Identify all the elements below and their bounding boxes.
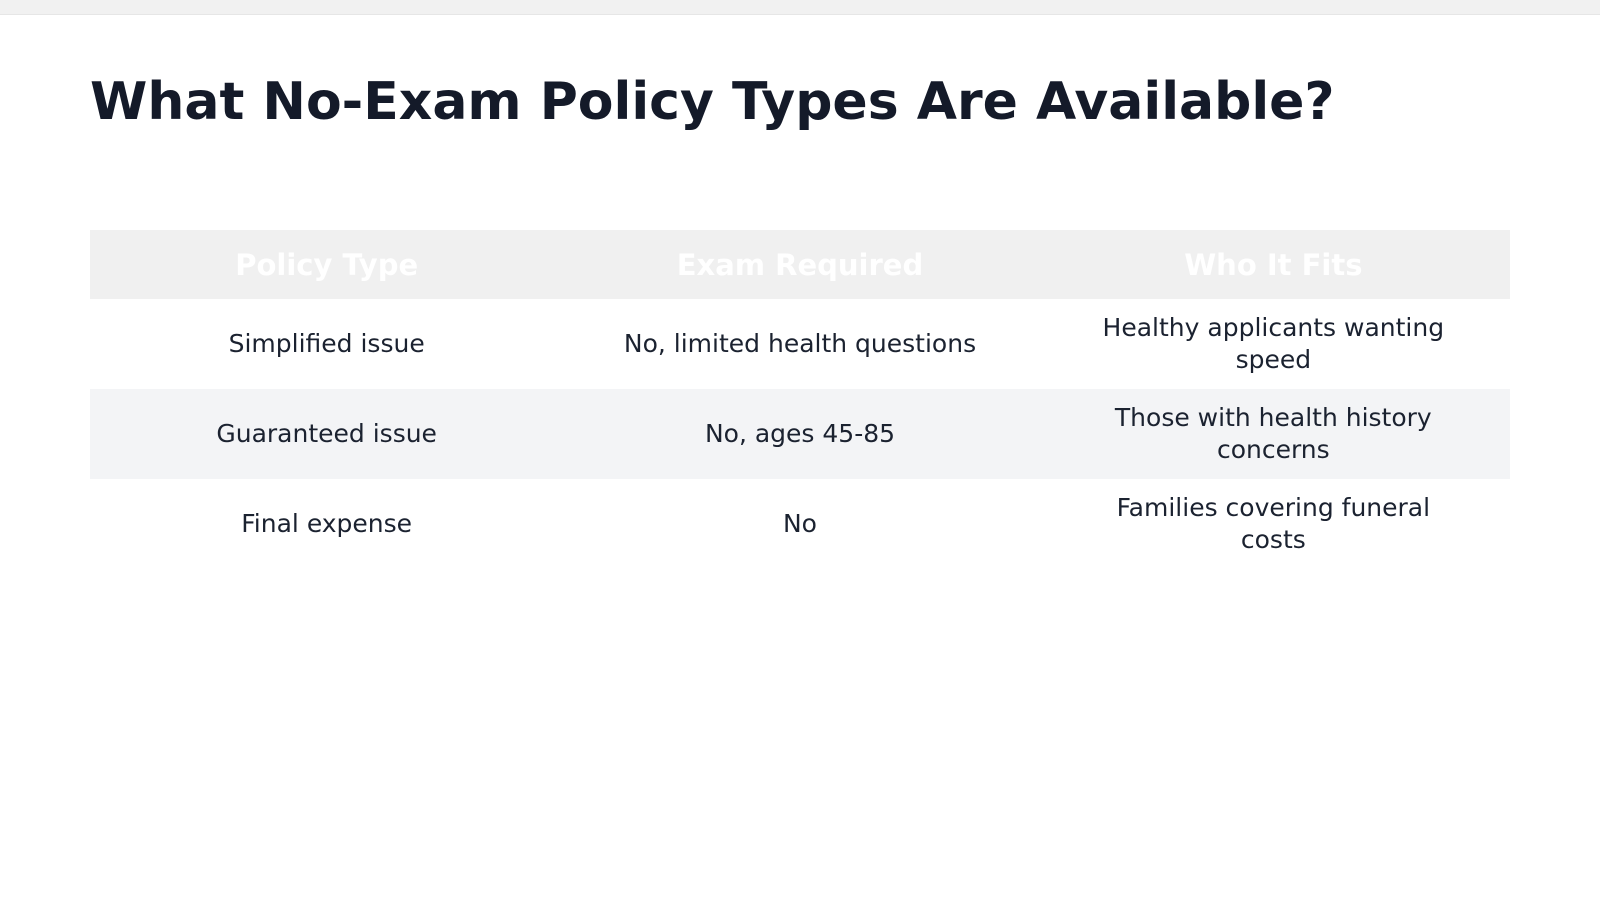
cell-exam-required: No xyxy=(782,509,817,538)
table-row: Guaranteed issue No, ages 45-85 Those wi… xyxy=(90,389,1510,479)
table-row: Simplified issue No, limited health ques… xyxy=(90,299,1510,389)
cell-exam-required: No, ages 45-85 xyxy=(704,419,896,448)
slide-title: What No-Exam Policy Types Are Available? xyxy=(90,72,1335,132)
cell-policy-type: Guaranteed issue xyxy=(216,419,437,448)
cell-who-it-fits: Healthy applicants wanting speed xyxy=(1102,313,1445,374)
cell-policy-type: Simplified issue xyxy=(228,329,425,358)
cell-who-it-fits: Those with health history concerns xyxy=(1114,403,1432,464)
table-header-row: Policy Type Exam Required Who It Fits xyxy=(90,230,1510,299)
top-bar xyxy=(0,0,1600,15)
slide: What No-Exam Policy Types Are Available?… xyxy=(0,14,1600,900)
cell-policy-type: Final expense xyxy=(241,509,413,538)
header-who-it-fits: Who It Fits xyxy=(1184,247,1363,282)
header-policy-type: Policy Type xyxy=(235,247,419,282)
policy-types-table: Policy Type Exam Required Who It Fits Si… xyxy=(90,230,1510,569)
table-row: Final expense No Families covering funer… xyxy=(90,479,1510,569)
cell-who-it-fits: Families covering funeral costs xyxy=(1116,493,1431,554)
cell-exam-required: No, limited health questions xyxy=(623,329,977,358)
header-exam-required: Exam Required xyxy=(676,247,924,282)
